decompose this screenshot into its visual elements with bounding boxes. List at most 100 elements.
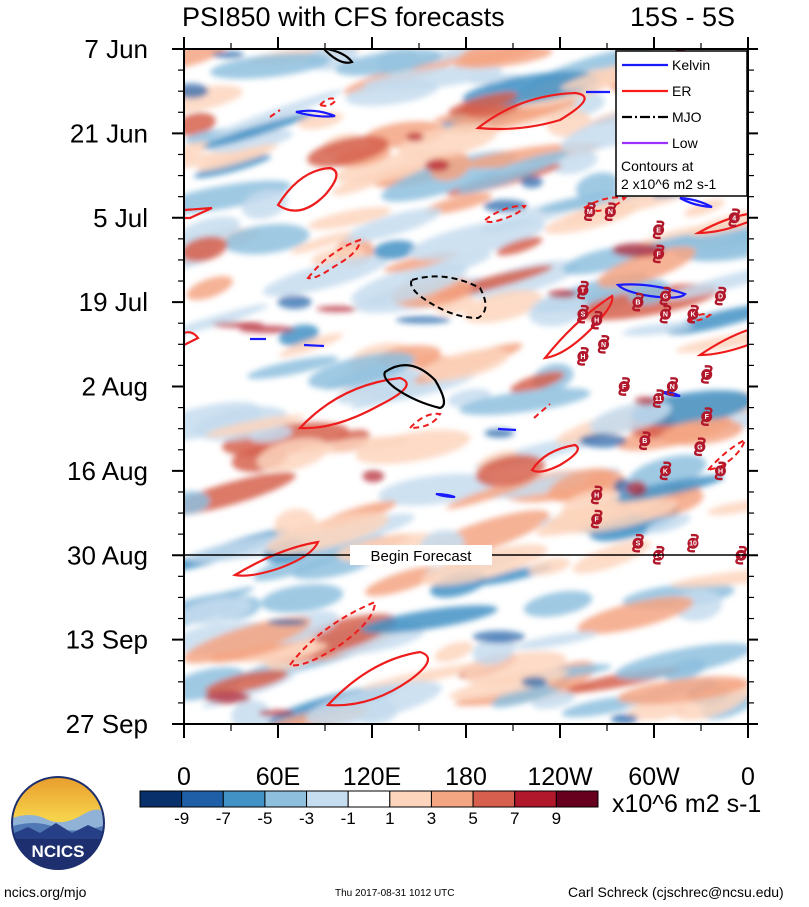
storm-label: M xyxy=(587,209,593,216)
storm-marker: N xyxy=(604,202,617,222)
colorbar-label: 5 xyxy=(468,809,477,828)
x-tick-label: 0 xyxy=(177,763,191,791)
colorbar-box xyxy=(472,790,516,808)
legend-note-2: 2 x10^6 m2 s-1 xyxy=(621,176,716,192)
storm-marker: S xyxy=(577,304,589,324)
y-axis: 7 Jun 21 Jun 5 Jul 19 Jul 2 Aug 16 Aug 30 Aug 1… xyxy=(66,34,758,739)
colorbar-label: 9 xyxy=(552,809,561,828)
storm-marker: M xyxy=(583,202,596,222)
contour-line xyxy=(696,328,748,357)
contour-line-dashed xyxy=(306,238,362,280)
y-tick-label: 7 Jun xyxy=(84,34,148,64)
x-tick-label: 180 xyxy=(445,763,487,791)
contour-line xyxy=(322,49,354,64)
contour-line-dashed xyxy=(410,275,487,320)
colorbar-label: -7 xyxy=(216,809,231,828)
contour-line xyxy=(383,364,446,410)
y-tick-label: 21 Jun xyxy=(70,118,148,148)
contour-line xyxy=(295,109,336,118)
y-tick-label: 5 Jul xyxy=(93,203,148,233)
storm-label: F xyxy=(622,384,627,391)
storm-label: H xyxy=(594,318,599,325)
colorbar-box xyxy=(430,790,474,808)
storm-label: T xyxy=(739,553,744,560)
storm-label: S xyxy=(636,541,641,548)
storm-marker: G xyxy=(694,437,706,457)
storm-marker: F xyxy=(700,407,713,426)
contour-line xyxy=(184,331,200,347)
legend-label: Kelvin xyxy=(672,57,710,73)
shading-layer xyxy=(184,49,748,724)
colorbar-box xyxy=(222,790,266,808)
units-label: x10^6 m2 s-1 xyxy=(612,790,762,818)
y-tick-label: 16 Aug xyxy=(67,456,148,486)
logo-text: NCICS xyxy=(32,842,85,861)
colorbar-box xyxy=(514,790,557,808)
storm-marker: H xyxy=(577,347,589,366)
x-tick-label: 120W xyxy=(527,763,593,791)
storm-marker: 11 xyxy=(652,389,665,408)
storm-label: G xyxy=(697,444,703,451)
colorbar-label: -1 xyxy=(341,809,356,828)
y-tick-label: 2 Aug xyxy=(81,372,148,402)
y-tick-label: 13 Sep xyxy=(66,625,148,655)
storm-marker: H xyxy=(714,461,727,481)
storm-label: K xyxy=(690,312,695,319)
legend-label: MJO xyxy=(672,109,702,125)
colorbar-label: 7 xyxy=(510,809,519,828)
storm-label: B xyxy=(642,438,647,445)
storm-label: B xyxy=(635,300,640,307)
storm-label: F xyxy=(705,414,710,421)
contour-line xyxy=(435,492,456,499)
x-tick-label: 120E xyxy=(343,763,401,791)
storm-label: G xyxy=(663,294,669,301)
contour-line xyxy=(297,376,408,430)
x-tick-label: 60E xyxy=(256,763,300,791)
y-tick-label: 27 Sep xyxy=(66,709,148,739)
storm-label: H xyxy=(580,354,585,361)
storm-label: S xyxy=(581,312,586,319)
contour-line-dashed xyxy=(483,204,527,223)
storm-label: F xyxy=(595,517,600,524)
storm-label: 14 xyxy=(655,553,663,560)
contour-line-dashed xyxy=(533,403,551,419)
contour-line-dashed xyxy=(581,196,628,213)
colorbar-box xyxy=(389,790,432,808)
footer-author: Carl Schreck (cjschrec@ncsu.edu) xyxy=(568,884,784,900)
footer-timestamp: Thu 2017-08-31 1012 UTC xyxy=(335,888,455,899)
contour-line-dashed xyxy=(288,600,377,667)
storm-label: D xyxy=(718,294,723,301)
storm-label: 10 xyxy=(689,541,697,548)
storm-label: F xyxy=(656,251,661,258)
contour-line xyxy=(497,427,517,432)
contour-line xyxy=(276,166,338,212)
contour-line xyxy=(475,91,586,131)
colorbar-box xyxy=(264,790,308,808)
legend-label: ER xyxy=(672,83,691,99)
storm-label: N xyxy=(608,209,613,216)
storm-label: 4 xyxy=(732,215,736,222)
storm-marker: G xyxy=(659,286,672,306)
colorbar: -9 -7 -5 -3 -1 1 3 5 7 9 xyxy=(139,790,599,828)
storm-marker: K xyxy=(687,304,699,324)
contour-line xyxy=(615,283,687,299)
storm-marker: T xyxy=(577,280,589,300)
contour-line xyxy=(303,343,325,348)
contour-line-dashed xyxy=(318,97,338,107)
contour-line-dashed xyxy=(407,412,442,430)
forecast-label: Begin Forecast xyxy=(371,548,473,565)
chart-title: PSI850 with CFS forecasts xyxy=(182,2,505,32)
storm-marker: F xyxy=(700,365,713,384)
storm-label: F xyxy=(705,372,710,379)
storm-label: 11 xyxy=(655,396,663,403)
x-tick-label: 60W xyxy=(628,763,680,791)
storm-label: K xyxy=(663,468,668,475)
storm-label: N xyxy=(601,342,606,349)
legend-label: Low xyxy=(672,135,699,151)
colorbar-box xyxy=(347,790,391,808)
storm-marker: F xyxy=(618,377,631,396)
storm-marker: F xyxy=(590,509,603,529)
legend: Kelvin ER MJO Low Contours at 2 x10^6 m2 s-… xyxy=(615,50,748,197)
storm-marker: N xyxy=(659,304,672,324)
storm-marker: S xyxy=(632,533,644,553)
